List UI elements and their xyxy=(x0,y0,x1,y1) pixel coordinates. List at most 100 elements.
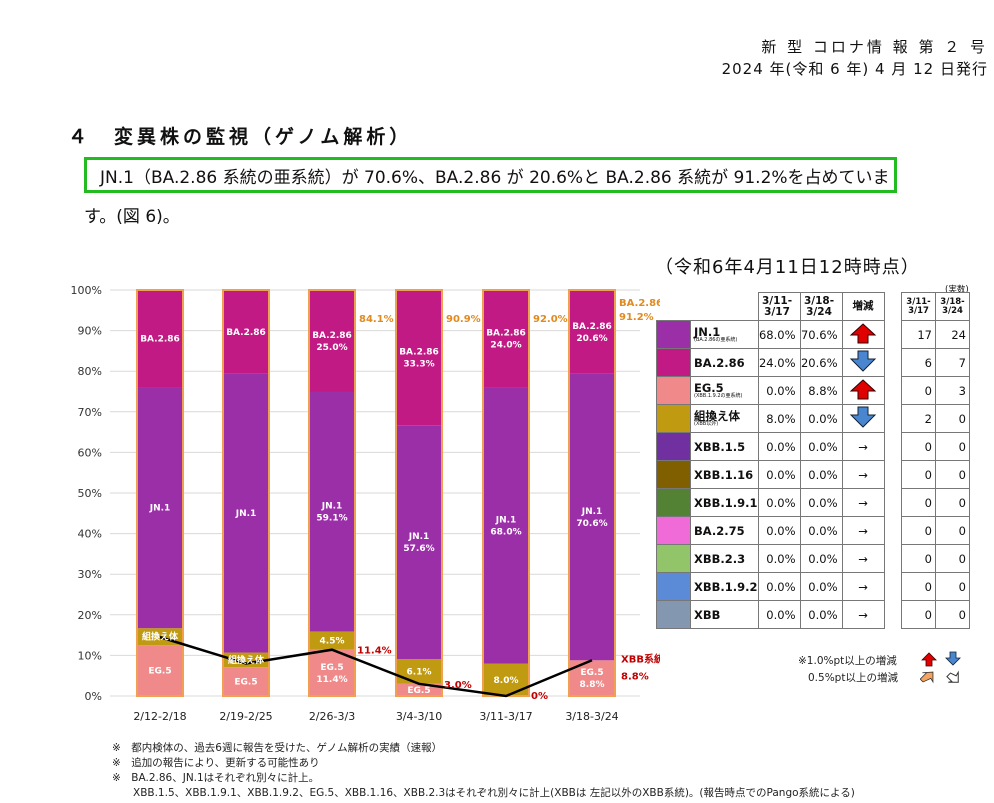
x-tick-label: 2/26-3/3 xyxy=(309,710,355,723)
count-period-1: 6 xyxy=(901,348,936,377)
y-tick-label: 60% xyxy=(78,446,102,459)
variant-name: EG.5 (XBB.1.9.2の亜系統) xyxy=(690,376,759,405)
data-label: 57.6% xyxy=(403,544,434,554)
share-period-1: 0.0% xyxy=(757,544,801,573)
highlight-box xyxy=(84,157,897,193)
header-period-1: 3/11- 3/17 xyxy=(757,292,801,321)
variant-name: XBB.2.3 xyxy=(690,544,759,573)
color-swatch xyxy=(656,572,691,601)
bar-outline xyxy=(222,289,270,697)
trend-flat-icon: → xyxy=(841,460,885,489)
count-header-2: 3/18- 3/24 xyxy=(935,292,970,321)
variant-table: 3/11- 3/17 3/18- 3/24 増減 JN.1 (BA.2.86の亜系… xyxy=(656,292,885,629)
count-period-1: 0 xyxy=(901,572,936,601)
table-row: EG.5 (XBB.1.9.2の亜系統) 0.0% 8.8% xyxy=(656,376,885,405)
trend-flat-icon: → xyxy=(841,516,885,545)
bar-segment xyxy=(396,683,442,696)
share-period-2: 0.0% xyxy=(799,432,843,461)
bar-segment xyxy=(396,290,442,426)
chart-bars xyxy=(136,289,616,697)
footnote-3: ※ BA.2.86、JN.1はそれぞれ別々に計上。 xyxy=(112,772,320,784)
y-tick-label: 50% xyxy=(78,487,102,500)
table-row: XBB.1.9.1 0.0% 0.0% → xyxy=(656,488,885,517)
share-period-1: 0.0% xyxy=(757,432,801,461)
xbb-series-label: XBB系統 xyxy=(621,652,660,665)
data-label: 25.0% xyxy=(316,343,347,353)
chart-labels: EG.5 組換え体 JN.1 BA.2.86 2/12-2/18 EG.5 組換え体 JN.1… xyxy=(133,296,660,723)
bar-segment xyxy=(483,387,529,664)
share-period-2: 0.0% xyxy=(799,516,843,545)
trend-down-icon xyxy=(841,404,885,433)
count-period-2: 0 xyxy=(935,432,970,461)
count-table: 3/11- 3/17 3/18- 3/24 17 24 6 7 0 3 2 0 0 0 0 0 0 0 0 0… xyxy=(901,292,970,629)
bar-outline xyxy=(568,289,616,697)
variant-subname: (BA.2.86の亜系統) xyxy=(694,337,738,343)
variant-name: JN.1 (BA.2.86の亜系統) xyxy=(690,320,759,349)
footnote-1: ※ 都内検体の、過去6週に報告を受けた、ゲノム解析の実績（速報） xyxy=(112,742,443,754)
data-label: 組換え体 xyxy=(228,654,265,666)
table-row: XBB 0.0% 0.0% → xyxy=(656,600,885,629)
count-period-2: 24 xyxy=(935,320,970,349)
variant-name-text: XBB.1.16 xyxy=(694,467,754,482)
bar-outline xyxy=(308,289,356,697)
bar-segment xyxy=(396,425,442,660)
data-label: 33.3% xyxy=(403,360,434,370)
variant-name-text: EG.5 xyxy=(694,381,724,395)
y-tick-label: 70% xyxy=(78,406,102,419)
data-label: JN.1 xyxy=(408,532,430,542)
header-period-2: 3/18- 3/24 xyxy=(799,292,843,321)
lineage-percent-label: 91.2% xyxy=(619,312,654,323)
data-label: 20.6% xyxy=(576,334,607,344)
report-title: 新 型 コロナ情 報 第 ２ 号 xyxy=(761,38,988,56)
variant-name-text: 組換え体 xyxy=(694,409,740,423)
share-period-2: 0.0% xyxy=(799,460,843,489)
variant-name: XBB xyxy=(690,600,759,629)
x-tick-label: 3/11-3/17 xyxy=(479,710,532,723)
count-period-2: 0 xyxy=(935,600,970,629)
share-period-2: 0.0% xyxy=(799,600,843,629)
bar-segment xyxy=(223,667,269,696)
bar-segment xyxy=(569,373,615,661)
bar-segment xyxy=(223,290,269,374)
data-label: 11.4% xyxy=(316,675,347,685)
share-period-1: 0.0% xyxy=(757,460,801,489)
count-period-2: 0 xyxy=(935,516,970,545)
bar-segment xyxy=(396,659,442,684)
bar-outline xyxy=(136,289,184,697)
trend-down-icon xyxy=(841,348,885,377)
data-label: BA.2.86 xyxy=(572,322,612,332)
table-header-blank xyxy=(657,293,759,321)
trend-up-icon xyxy=(841,376,885,405)
count-period-2: 0 xyxy=(935,544,970,573)
variant-name-text: XBB.2.3 xyxy=(694,551,746,566)
color-swatch xyxy=(656,376,691,405)
count-period-1: 0 xyxy=(901,544,936,573)
data-label: 4.5% xyxy=(320,637,345,647)
chart-grid: 0% 10% 20% 30% 40% 50% 60% 70% 80% 90% 100% xyxy=(71,284,640,703)
data-label: 8.8% xyxy=(580,680,605,690)
x-tick-label: 3/4-3/10 xyxy=(396,710,442,723)
data-label: 24.0% xyxy=(490,341,521,351)
y-tick-label: 80% xyxy=(78,365,102,378)
color-swatch xyxy=(656,404,691,433)
summary-line-1: JN.1（BA.2.86 系統の亜系統）が 70.6%、BA.2.86 が 20… xyxy=(100,168,890,188)
data-label: 組換え体 xyxy=(142,631,179,643)
x-tick-label: 2/19-2/25 xyxy=(219,710,272,723)
variant-share-chart: 0% 10% 20% 30% 40% 50% 60% 70% 80% 90% 100% EG.5 組換… xyxy=(71,284,660,723)
trend-flat-icon: → xyxy=(841,544,885,573)
report-date: 2024 年(令和 6 年) 4 月 12 日発行 xyxy=(721,60,988,78)
xbb-percent-label: 0% xyxy=(531,691,548,702)
x-tick-label: 3/18-3/24 xyxy=(565,710,618,723)
color-swatch xyxy=(656,432,691,461)
share-period-2: 20.6% xyxy=(799,348,843,377)
color-swatch xyxy=(656,348,691,377)
share-period-1: 0.0% xyxy=(757,600,801,629)
lineage-percent-label: 90.9% xyxy=(446,314,481,325)
data-label: BA.2.86 xyxy=(226,328,266,338)
count-period-2: 7 xyxy=(935,348,970,377)
